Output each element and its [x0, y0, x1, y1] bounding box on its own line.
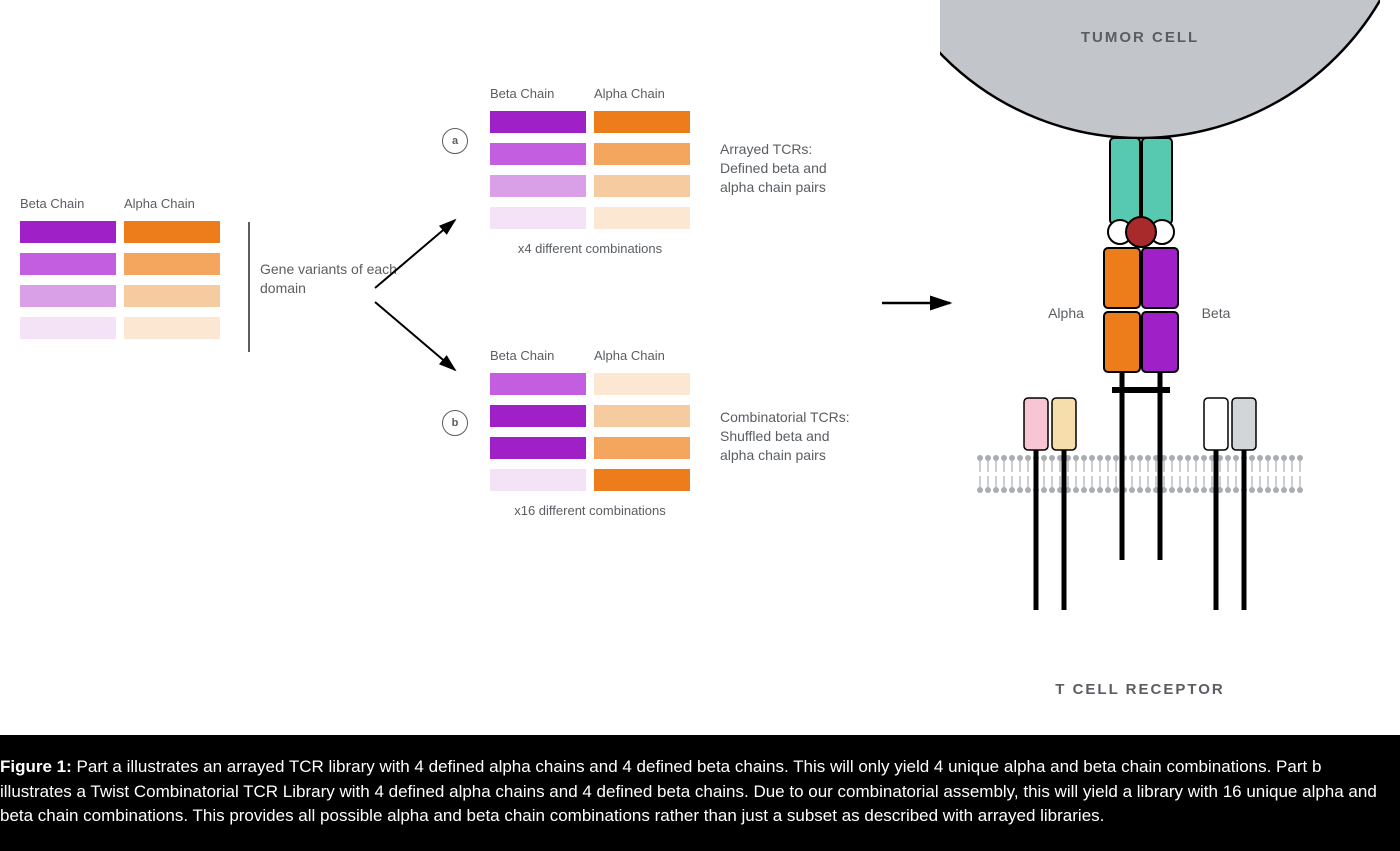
left-header: Beta Chain Alpha Chain	[20, 196, 220, 211]
beta-block	[490, 111, 586, 133]
beta-block	[490, 405, 586, 427]
panel-a: Beta Chain Alpha Chain x4 different comb…	[490, 86, 690, 256]
beta-block	[20, 285, 116, 307]
chain-row	[490, 175, 690, 197]
alpha-block	[594, 405, 690, 427]
panel-a-beta-label: Beta Chain	[490, 86, 586, 101]
figure-caption: Figure 1: Part a illustrates an arrayed …	[0, 735, 1400, 851]
panel-a-footer: x4 different combinations	[490, 241, 690, 256]
chain-row	[490, 437, 690, 459]
chain-row	[490, 469, 690, 491]
panel-a-desc: Arrayed TCRs: Defined beta and alpha cha…	[720, 140, 880, 197]
alpha-block	[594, 111, 690, 133]
beta-block	[20, 221, 116, 243]
membrane	[977, 455, 1303, 493]
chain-row	[490, 405, 690, 427]
chain-row	[490, 373, 690, 395]
caption-body: Part a illustrates an arrayed TCR librar…	[0, 757, 1377, 825]
tcr-diagram: TUMOR CELL Alpha Beta	[940, 0, 1380, 720]
panel-b-footer: x16 different combinations	[490, 503, 690, 518]
caption-title: Figure 1:	[0, 757, 72, 776]
chain-row	[490, 111, 690, 133]
panel-a-rows	[490, 111, 690, 229]
panel-b-desc: Combinatorial TCRs: Shuffled beta and al…	[720, 408, 890, 465]
t-cell-receptor-label: T CELL RECEPTOR	[1055, 681, 1224, 698]
beta-block	[490, 175, 586, 197]
left-divider	[248, 222, 250, 352]
beta-block	[490, 469, 586, 491]
chain-row	[20, 221, 220, 243]
alpha-block	[594, 469, 690, 491]
left-variant-panel: Beta Chain Alpha Chain	[20, 196, 220, 349]
beta-block	[20, 317, 116, 339]
beta-block	[490, 207, 586, 229]
chain-row	[20, 317, 220, 339]
figure-canvas: Beta Chain Alpha Chain Gene variants of …	[0, 0, 1400, 851]
alpha-block	[594, 207, 690, 229]
tumor-cell-label: TUMOR CELL	[1081, 29, 1199, 46]
alpha-block	[124, 253, 220, 275]
beta-block	[20, 253, 116, 275]
panel-b-header: Beta Chain Alpha Chain	[490, 348, 690, 363]
panel-b-alpha-label: Alpha Chain	[594, 348, 690, 363]
badge-b: b	[442, 410, 468, 436]
alpha-block	[594, 437, 690, 459]
chain-row	[20, 253, 220, 275]
beta-block	[490, 437, 586, 459]
panel-a-header: Beta Chain Alpha Chain	[490, 86, 690, 101]
beta-label: Beta	[1202, 305, 1231, 321]
split-arrows	[370, 200, 470, 390]
tumor-cell	[940, 0, 1380, 138]
panel-a-alpha-label: Alpha Chain	[594, 86, 690, 101]
alpha-block	[124, 285, 220, 307]
badge-a: a	[442, 128, 468, 154]
chain-row	[490, 143, 690, 165]
alpha-label: Alpha	[1048, 305, 1084, 321]
beta-block	[490, 373, 586, 395]
tcr-svg: TUMOR CELL Alpha Beta	[940, 0, 1380, 720]
alpha-block	[594, 175, 690, 197]
alpha-chain-label: Alpha Chain	[124, 196, 220, 211]
peptide-dot	[1126, 217, 1156, 247]
panel-b-beta-label: Beta Chain	[490, 348, 586, 363]
alpha-block	[124, 317, 220, 339]
chain-row	[20, 285, 220, 307]
beta-block	[490, 143, 586, 165]
panel-b: Beta Chain Alpha Chain x16 different com…	[490, 348, 690, 518]
alpha-block	[594, 373, 690, 395]
panel-b-rows	[490, 373, 690, 491]
chain-row	[490, 207, 690, 229]
left-rows	[20, 221, 220, 339]
beta-chain-label: Beta Chain	[20, 196, 116, 211]
alpha-block	[124, 221, 220, 243]
alpha-block	[594, 143, 690, 165]
